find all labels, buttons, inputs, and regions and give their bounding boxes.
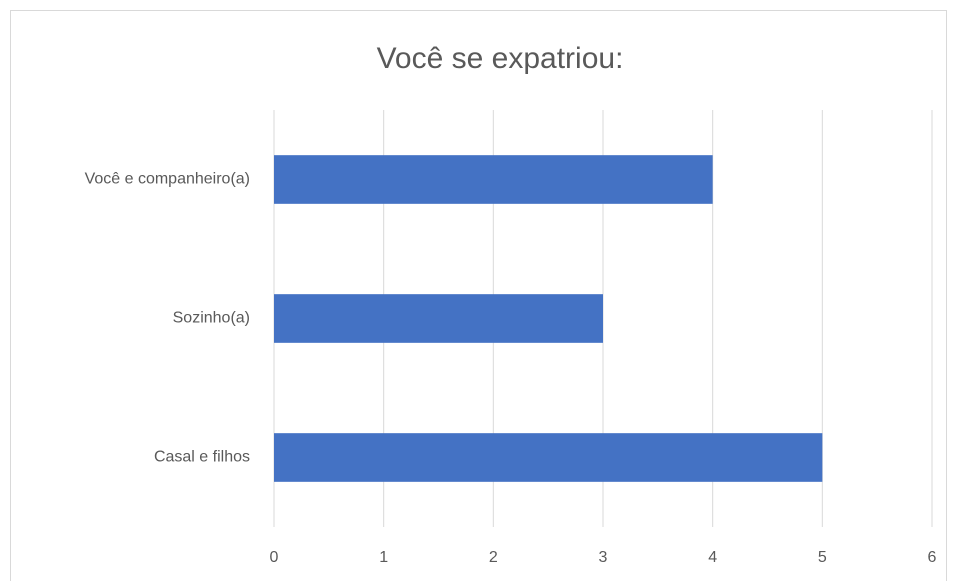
chart-title: Você se expatriou:	[377, 42, 624, 75]
y-tick-label: Casal e filhos	[154, 449, 250, 466]
y-tick-label: Você e companheiro(a)	[85, 171, 250, 188]
x-tick-label: 0	[270, 549, 279, 566]
x-tick-label: 3	[599, 549, 608, 566]
x-tick-label: 1	[379, 549, 388, 566]
x-tick-label: 2	[489, 549, 498, 566]
x-tick-label: 4	[708, 549, 717, 566]
bar	[274, 294, 603, 343]
x-tick-label: 5	[818, 549, 827, 566]
bar	[274, 155, 713, 204]
x-tick-label: 6	[928, 549, 937, 566]
y-tick-label: Sozinho(a)	[173, 310, 250, 327]
bar	[274, 433, 823, 482]
